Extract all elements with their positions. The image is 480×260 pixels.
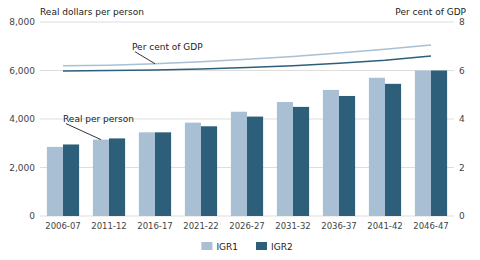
x-tick-label: 2006-07 (45, 221, 81, 231)
bar (339, 96, 355, 216)
bar (155, 132, 171, 216)
bar (139, 132, 155, 216)
y2-tick-label: 0 (459, 211, 465, 221)
grid (40, 22, 454, 216)
bar (247, 117, 263, 216)
y-tick-label: 2,000 (9, 163, 35, 173)
bar (293, 107, 309, 216)
y2-tick-label: 2 (459, 163, 465, 173)
bar (47, 147, 63, 216)
y-tick-label: 6,000 (9, 66, 35, 76)
x-tick-label: 2041-42 (367, 221, 403, 231)
annotation-leader (66, 124, 101, 140)
x-tick-label: 2031-32 (275, 221, 311, 231)
grid-line (40, 22, 454, 23)
bar (385, 84, 401, 216)
x-tick-label: 2016-17 (137, 221, 173, 231)
y2-tick-label: 4 (459, 114, 465, 124)
y-tick-label: 8,000 (9, 17, 35, 27)
line (63, 56, 431, 71)
marks (47, 45, 447, 216)
y2-tick-label: 6 (459, 66, 465, 76)
x-tick-label: 2046-47 (413, 221, 449, 231)
bar (201, 126, 217, 216)
bar (369, 78, 385, 216)
legend: IGR1 IGR2 (201, 242, 292, 252)
legend-label: IGR2 (271, 242, 293, 252)
line (63, 45, 431, 66)
bar (63, 144, 79, 216)
bar (323, 90, 339, 216)
annotation: Real per person (63, 114, 134, 124)
y-tick-label: 0 (29, 211, 35, 221)
annotation: Per cent of GDP (132, 42, 203, 52)
annotation-leader (135, 52, 155, 64)
y2-axis-label: Per cent of GDP (395, 7, 466, 17)
bar (93, 140, 109, 216)
x-tick-label: 2026-27 (229, 221, 265, 231)
y-axis-label: Real dollars per person (40, 7, 144, 17)
annotations: Per cent of GDP Real per person (63, 42, 203, 140)
legend-label: IGR1 (216, 242, 238, 252)
bar (415, 71, 431, 217)
legend-swatch (256, 242, 267, 250)
bar (431, 71, 447, 217)
bar (109, 138, 125, 216)
bar (277, 102, 293, 216)
bar (185, 123, 201, 216)
x-tick-label: 2011-12 (91, 221, 127, 231)
x-tick-label: 2021-22 (183, 221, 219, 231)
axes: 0 2,000 4,000 6,000 8,000 0 2 4 6 8 2006-07 2011-12… (9, 17, 465, 231)
y-tick-label: 4,000 (9, 114, 35, 124)
chart: 0 2,000 4,000 6,000 8,000 0 2 4 6 8 2006-07 2011-12… (0, 0, 480, 260)
x-tick-label: 2036-37 (321, 221, 357, 231)
legend-swatch (201, 242, 212, 250)
y2-tick-label: 8 (459, 17, 465, 27)
bar (231, 112, 247, 216)
